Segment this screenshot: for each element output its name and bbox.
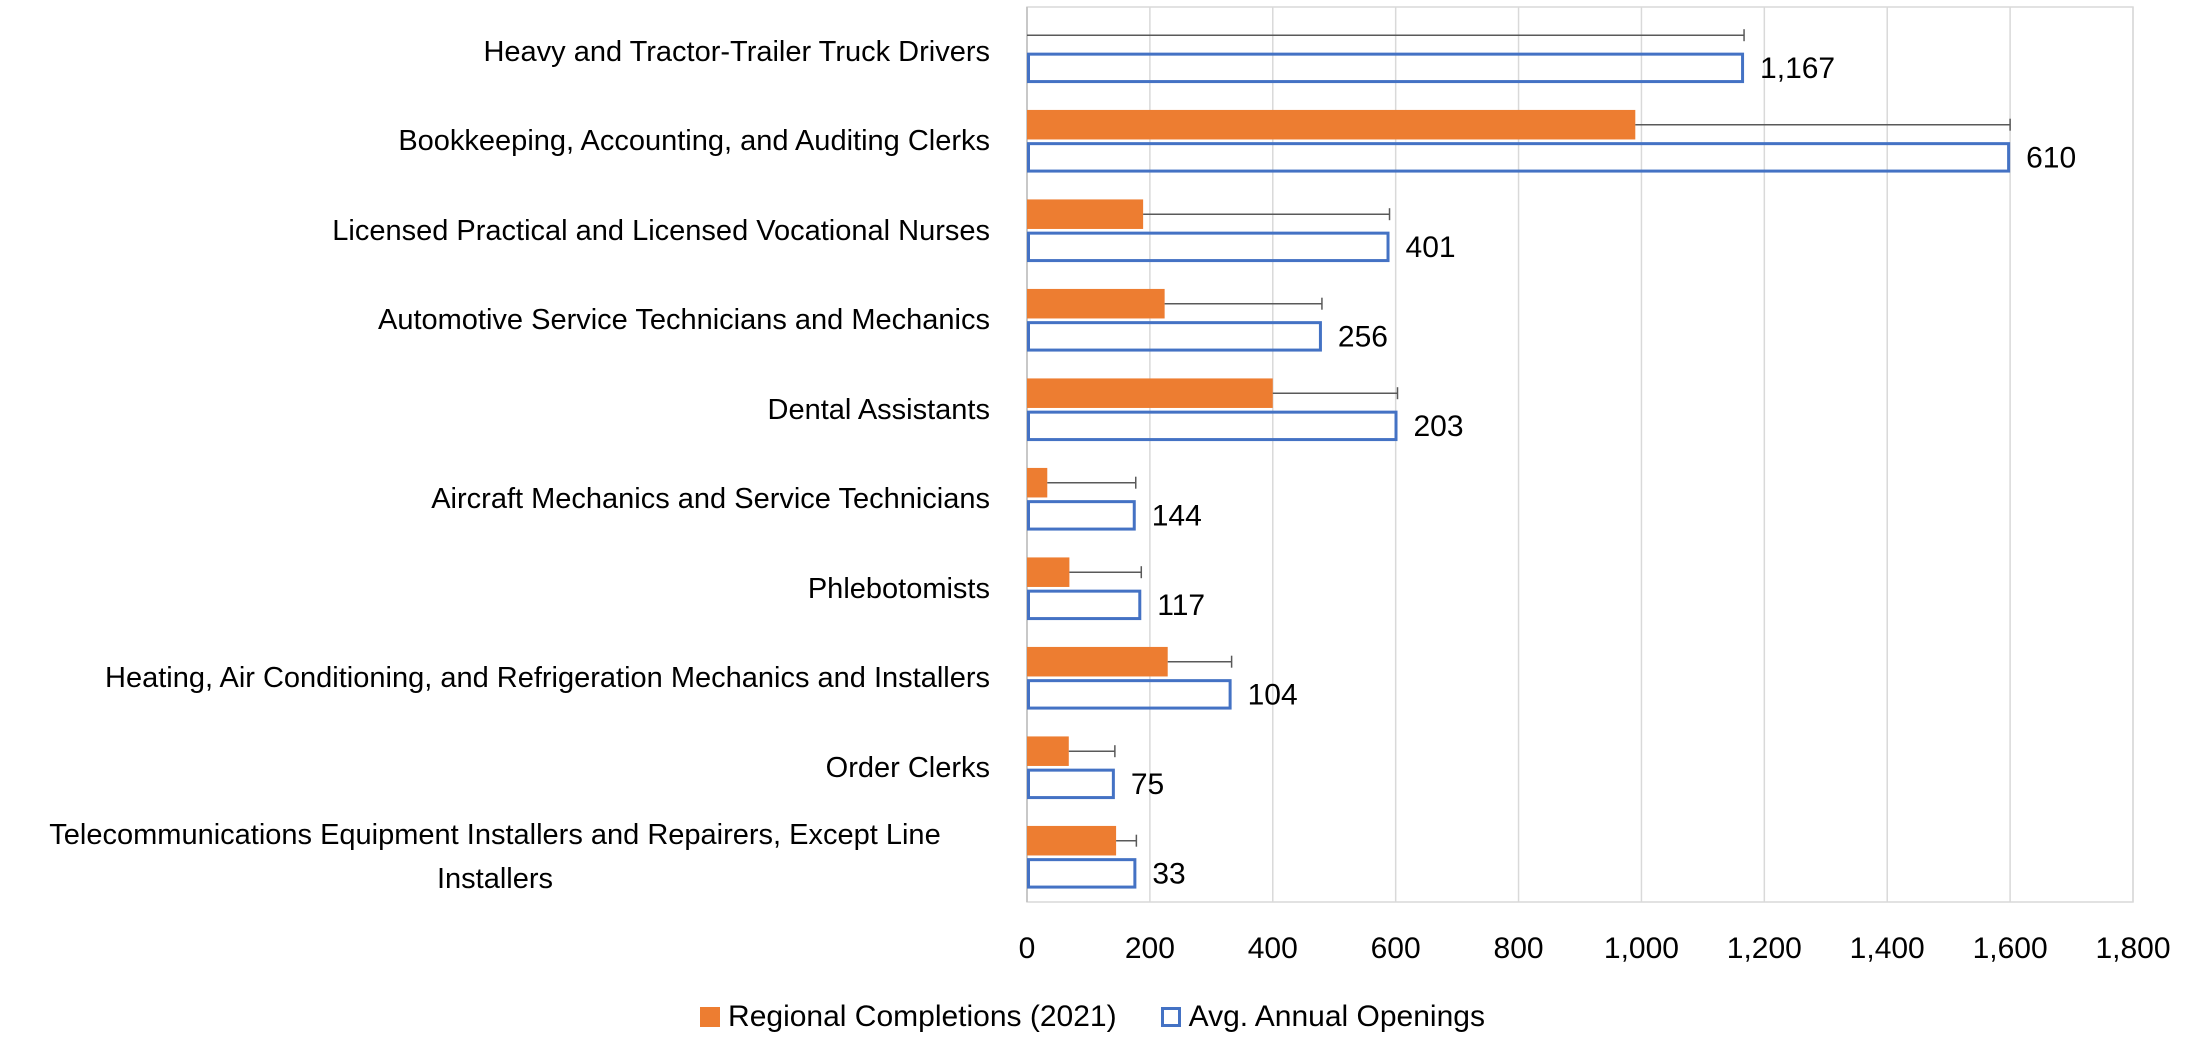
error-bar <box>1167 655 1233 668</box>
category-label-box: Bookkeeping, Accounting, and Auditing Cl… <box>0 119 990 163</box>
category-label-box: Licensed Practical and Licensed Vocation… <box>0 209 990 253</box>
legend-item: Regional Completions (2021) <box>700 1000 1117 1034</box>
category-label: Dental Assistants <box>767 393 990 426</box>
category-label-box: Automotive Service Technicians and Mecha… <box>0 298 990 342</box>
data-label: 256 <box>1338 320 1388 353</box>
category-label: Automotive Service Technicians and Mecha… <box>377 304 990 337</box>
data-label: 1,167 <box>1760 52 1835 85</box>
x-tick-label: 1,000 <box>1604 932 1679 965</box>
data-label: 144 <box>1152 499 1202 532</box>
category-label: Order Clerks <box>825 751 990 784</box>
legend-item: Avg. Annual Openings <box>1160 1000 1485 1034</box>
bar <box>1027 199 1144 229</box>
error-bar <box>1272 387 1399 400</box>
chart: 0 200 400 600 800 1,000 1,200 1,400 1,600 1,800 1,… <box>1019 6 2171 965</box>
data-label: 401 <box>1406 231 1456 264</box>
bar <box>1027 557 1070 587</box>
category-label: Telecommunications Equipment Installers … <box>49 819 941 896</box>
data-label: 203 <box>1414 410 1464 443</box>
category-label-box: Order Clerks <box>0 746 990 790</box>
bar <box>1027 589 1142 621</box>
bar <box>1027 109 1636 140</box>
legend: Regional Completions (2021) Avg. Annual O… <box>0 1000 2185 1035</box>
data-label: 610 <box>2026 141 2076 174</box>
bar <box>1027 646 1168 677</box>
legend-swatch <box>700 1007 721 1027</box>
bar <box>1027 231 1390 263</box>
bar <box>1027 52 1745 84</box>
data-label: 117 <box>1157 589 1205 622</box>
x-tick-label: 1,600 <box>1973 932 2048 965</box>
data-label: 104 <box>1248 678 1298 711</box>
error-bar <box>1635 118 2011 131</box>
data-label: 75 <box>1131 768 1164 801</box>
bar <box>1027 467 1048 498</box>
bar <box>1027 825 1117 856</box>
category-label-box: Telecommunications Equipment Installers … <box>0 813 990 901</box>
category-label-box: Aircraft Mechanics and Service Technicia… <box>0 477 990 521</box>
x-tick-label: 200 <box>1125 932 1175 965</box>
category-label: Bookkeeping, Accounting, and Auditing Cl… <box>398 125 990 158</box>
error-bar <box>1116 834 1138 847</box>
bar <box>1027 679 1232 710</box>
bar <box>1027 768 1115 800</box>
category-label: Licensed Practical and Licensed Vocation… <box>332 214 990 247</box>
bar <box>1027 378 1273 408</box>
legend-label: Regional Completions (2021) <box>728 1000 1117 1033</box>
x-tick-label: 0 <box>1019 932 1036 965</box>
plot-border <box>1026 6 2134 903</box>
category-label-box: Heating, Air Conditioning, and Refrigera… <box>0 656 990 700</box>
category-label: Heavy and Tractor-Trailer Truck Drivers <box>483 35 990 68</box>
error-bar <box>1143 208 1391 221</box>
error-bar <box>1068 745 1116 758</box>
bar <box>1027 321 1322 352</box>
x-tick-label: 600 <box>1371 932 1421 965</box>
x-tick-label: 800 <box>1494 932 1544 965</box>
error-bar <box>1069 566 1143 579</box>
x-tick-label: 400 <box>1248 932 1298 965</box>
category-label: Aircraft Mechanics and Service Technicia… <box>431 483 990 516</box>
bar <box>1027 410 1398 442</box>
error-bar <box>1164 297 1323 310</box>
data-label: 33 <box>1152 857 1185 890</box>
category-label-box: Dental Assistants <box>0 388 990 432</box>
legend-swatch <box>1160 1007 1181 1027</box>
category-label: Heating, Air Conditioning, and Refrigera… <box>105 662 990 695</box>
error-bar <box>1047 476 1137 489</box>
bar <box>1027 500 1136 531</box>
error-bar <box>1027 29 1745 42</box>
category-label-box: Phlebotomists <box>0 567 990 611</box>
bar <box>1027 288 1165 319</box>
category-label-box: Heavy and Tractor-Trailer Truck Drivers <box>0 30 990 74</box>
x-tick-label: 1,200 <box>1727 932 1802 965</box>
x-tick-label: 1,800 <box>2095 932 2170 965</box>
x-tick-label: 1,400 <box>1850 932 1925 965</box>
legend-label: Avg. Annual Openings <box>1188 1000 1485 1033</box>
bar <box>1027 736 1069 766</box>
bar <box>1027 142 2011 173</box>
category-label: Phlebotomists <box>807 572 990 605</box>
bar <box>1027 858 1137 889</box>
